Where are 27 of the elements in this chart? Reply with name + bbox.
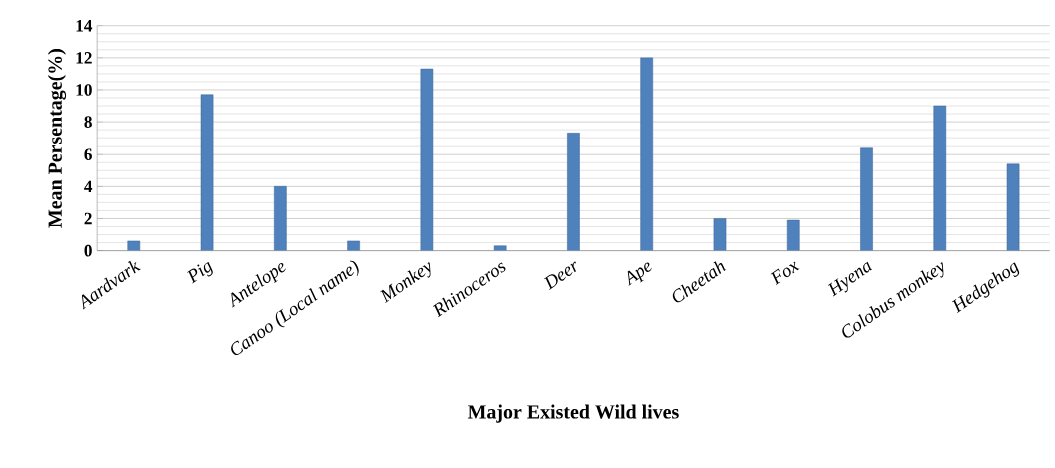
y-tick-label: 4 — [84, 180, 93, 193]
bar — [713, 218, 727, 251]
x-axis-title: Major Existed Wild lives — [467, 404, 679, 423]
bar — [933, 105, 947, 251]
x-tick-label: Deer — [544, 261, 577, 290]
bar — [274, 186, 287, 251]
y-tick-label: 8 — [84, 116, 92, 128]
bar — [200, 94, 214, 251]
y-tick-label: 0 — [84, 244, 92, 257]
bar — [347, 240, 360, 251]
bar — [493, 245, 507, 251]
y-tick-label: 14 — [76, 20, 93, 32]
x-tick-label: Pig — [187, 262, 213, 284]
x-tick-label: Ape — [627, 262, 652, 286]
y-axis-title: Mean Persentage(%) — [47, 49, 67, 228]
bar — [1006, 163, 1020, 251]
bar — [567, 133, 580, 251]
bar — [640, 57, 654, 251]
y-tick-label: 10 — [76, 84, 92, 96]
bar — [127, 240, 141, 251]
y-tick-label: 12 — [76, 52, 92, 64]
x-tick-label: Fox — [770, 261, 800, 286]
bar — [786, 219, 800, 251]
bar — [420, 68, 434, 251]
y-tick-label: 2 — [84, 212, 92, 225]
y-tick-label: 6 — [84, 148, 92, 161]
bar — [860, 147, 873, 251]
